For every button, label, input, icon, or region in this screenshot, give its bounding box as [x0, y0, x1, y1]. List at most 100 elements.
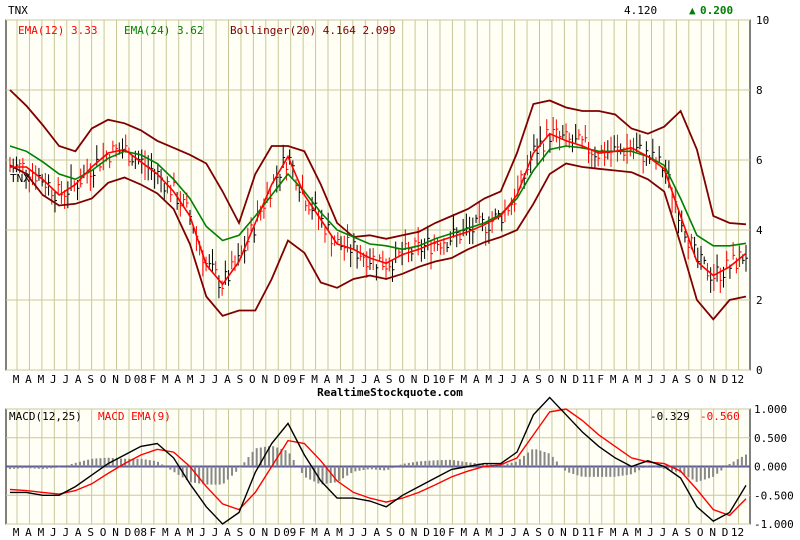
macd-x-tick-label: D: [722, 526, 729, 539]
macd-signal-line: [9, 408, 747, 517]
x-tick-label: M: [311, 373, 318, 386]
macd-x-tick-label: A: [174, 526, 181, 539]
macd-x-tick-label: A: [523, 526, 530, 539]
macd-x-tick-label: M: [461, 526, 468, 539]
macd-x-tick-label: J: [50, 526, 57, 539]
macd-x-tick-label: F: [150, 526, 157, 539]
macd-x-tick-label: F: [299, 526, 306, 539]
x-tick-label: F: [150, 373, 157, 386]
macd-x-tick-label: 11: [582, 526, 595, 539]
x-tick-label: M: [187, 373, 194, 386]
macd-x-tick-label: A: [324, 526, 331, 539]
macd-x-tick-label: D: [573, 526, 580, 539]
ema24-line: [9, 145, 747, 251]
macd-x-tick-label: O: [100, 526, 107, 539]
macd-x-tick-label: M: [13, 526, 20, 539]
y-tick-label: 8: [756, 84, 763, 97]
macd-x-tick-label: M: [187, 526, 194, 539]
x-tick-label: F: [299, 373, 306, 386]
macd-x-tick-label: A: [25, 526, 32, 539]
ema24-label: EMA(24) 3.62: [124, 24, 203, 37]
x-tick-label: M: [635, 373, 642, 386]
x-tick-label: A: [324, 373, 331, 386]
macd-x-tick-label: S: [684, 526, 691, 539]
macd-x-tick-label: N: [709, 526, 716, 539]
x-tick-label: O: [100, 373, 107, 386]
x-tick-label: S: [386, 373, 393, 386]
macd-x-tick-label: J: [62, 526, 69, 539]
macd-x-tick-label: M: [311, 526, 318, 539]
x-tick-label: J: [212, 373, 219, 386]
macd-y-tick-label: -1.000: [754, 518, 794, 531]
macd-x-tick-label: A: [75, 526, 82, 539]
x-tick-label: O: [697, 373, 704, 386]
x-tick-label: A: [622, 373, 629, 386]
x-tick-label: J: [62, 373, 69, 386]
macd-x-tick-label: J: [647, 526, 654, 539]
y-tick-label: 4: [756, 224, 763, 237]
macd-x-tick-label: D: [274, 526, 281, 539]
macd-x-tick-label: O: [697, 526, 704, 539]
change-arrow-icon: ▲: [689, 4, 696, 17]
x-tick-label: J: [647, 373, 654, 386]
source-link[interactable]: RealtimeStockquote.com: [317, 386, 463, 399]
x-tick-label: A: [373, 373, 380, 386]
ema12-line: [10, 132, 747, 286]
macd-x-tick-label: A: [224, 526, 231, 539]
macd-x-tick-label: M: [162, 526, 169, 539]
x-tick-label: 08: [134, 373, 147, 386]
macd-x-tick-label: J: [361, 526, 368, 539]
macd-y-tick-label: -0.500: [754, 489, 794, 502]
macd-x-tick-label: A: [373, 526, 380, 539]
x-tick-label: J: [349, 373, 356, 386]
x-tick-label: O: [249, 373, 256, 386]
x-tick-label: M: [13, 373, 20, 386]
macd-x-tick-label: S: [386, 526, 393, 539]
x-tick-label: M: [610, 373, 617, 386]
x-tick-label: J: [199, 373, 206, 386]
macd-x-tick-label: A: [672, 526, 679, 539]
x-tick-label: D: [125, 373, 132, 386]
x-tick-label: A: [672, 373, 679, 386]
x-tick-label: A: [523, 373, 530, 386]
x-tick-label: F: [448, 373, 455, 386]
macd-y-tick-label: 0.500: [754, 432, 787, 445]
macd-x-tick-label: 10: [432, 526, 445, 539]
macd-x-tick-label: O: [249, 526, 256, 539]
x-tick-label: M: [38, 373, 45, 386]
y-tick-label: 2: [756, 294, 763, 307]
macd-label: MACD(12,25): [9, 410, 82, 423]
macd-x-tick-label: S: [535, 526, 542, 539]
x-tick-label: M: [162, 373, 169, 386]
x-tick-label: S: [535, 373, 542, 386]
x-tick-label: F: [597, 373, 604, 386]
symbol-inside-label: TNX: [10, 172, 30, 185]
x-tick-label: A: [174, 373, 181, 386]
x-tick-label: O: [548, 373, 555, 386]
symbol-label: TNX: [8, 4, 28, 17]
x-tick-label: N: [560, 373, 567, 386]
macd-x-tick-label: N: [560, 526, 567, 539]
macd-x-tick-label: S: [237, 526, 244, 539]
bollinger-upper-line: [9, 89, 747, 240]
x-tick-label: A: [224, 373, 231, 386]
y-tick-label: 0: [756, 364, 763, 377]
x-tick-label: A: [25, 373, 32, 386]
macd-value: -0.329: [650, 410, 690, 423]
x-tick-label: 11: [582, 373, 595, 386]
ema12-label: EMA(12) 3.33: [18, 24, 97, 37]
x-tick-label: A: [75, 373, 82, 386]
macd-x-tick-label: J: [660, 526, 667, 539]
macd-x-tick-label: N: [262, 526, 269, 539]
y-tick-label: 6: [756, 154, 763, 167]
bollinger-label: Bollinger(20) 4.164 2.099: [230, 24, 396, 37]
y-axis-ticks: 0 2 4 6 8 10 1.000 0.500 0.000 -0.500 -1.000: [754, 14, 794, 531]
macd-x-tick-label: M: [485, 526, 492, 539]
macd-x-tick-label: D: [423, 526, 430, 539]
macd-x-tick-label: O: [548, 526, 555, 539]
macd-x-tick-label: F: [448, 526, 455, 539]
macd-x-tick-label: D: [125, 526, 132, 539]
macd-x-tick-label: N: [112, 526, 119, 539]
